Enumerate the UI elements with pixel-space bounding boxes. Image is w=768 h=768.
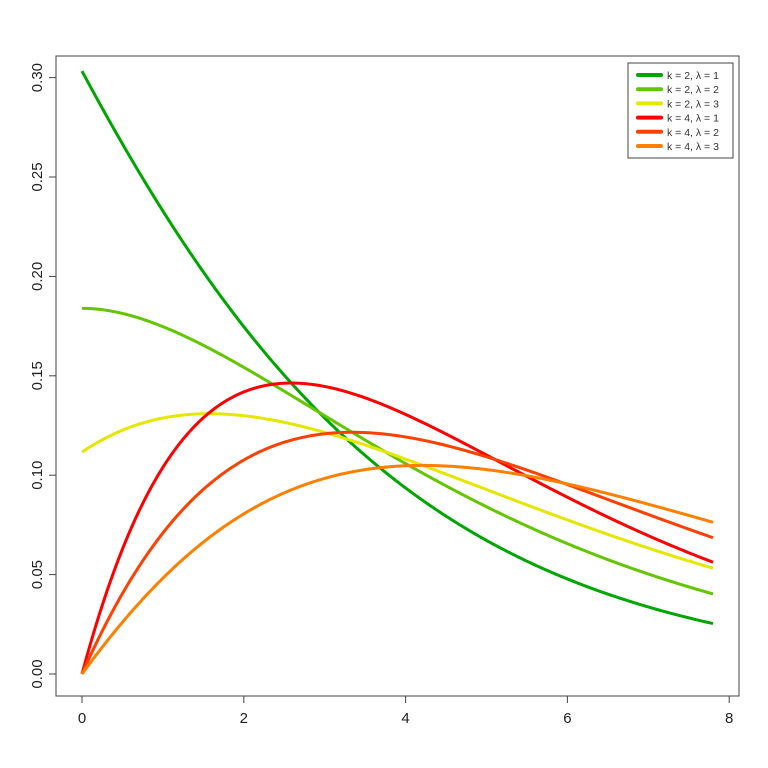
y-tick-label: 0.30: [29, 63, 46, 92]
x-tick-label: 4: [401, 710, 409, 727]
legend-label: k = 4, λ = 2: [667, 127, 719, 139]
y-tick-label: 0.15: [29, 361, 46, 390]
x-axis: 0 2 4 6 8: [78, 696, 733, 727]
x-tick-label: 0: [78, 710, 86, 727]
x-tick-label: 8: [725, 710, 733, 727]
series-line: [80, 70, 714, 626]
y-axis: 0.00 0.05 0.10 0.15 0.20 0.25 0.30: [29, 63, 56, 689]
series-lines: [80, 70, 714, 675]
series-line: [80, 463, 714, 675]
series-line: [80, 430, 714, 675]
legend-box: [627, 62, 734, 159]
y-tick-label: 0.00: [29, 659, 46, 688]
legend-label: k = 4, λ = 3: [667, 141, 719, 153]
x-tick-label: 2: [240, 710, 248, 727]
series-line: [81, 306, 714, 596]
legend-label: k = 4, λ = 1: [667, 113, 719, 125]
y-tick-label: 0.10: [29, 461, 46, 490]
legend: k = 2, λ = 1 k = 2, λ = 2 k = 2, λ = 3 k = …: [627, 62, 734, 159]
y-tick-label: 0.05: [29, 560, 46, 589]
legend-label: k = 2, λ = 2: [667, 84, 719, 96]
series-line: [80, 381, 714, 675]
y-tick-label: 0.25: [29, 162, 46, 191]
x-tick-label: 6: [563, 710, 571, 727]
y-tick-label: 0.20: [29, 262, 46, 291]
legend-label: k = 2, λ = 3: [667, 98, 719, 110]
legend-label: k = 2, λ = 1: [667, 70, 719, 82]
series-line: [81, 412, 714, 570]
